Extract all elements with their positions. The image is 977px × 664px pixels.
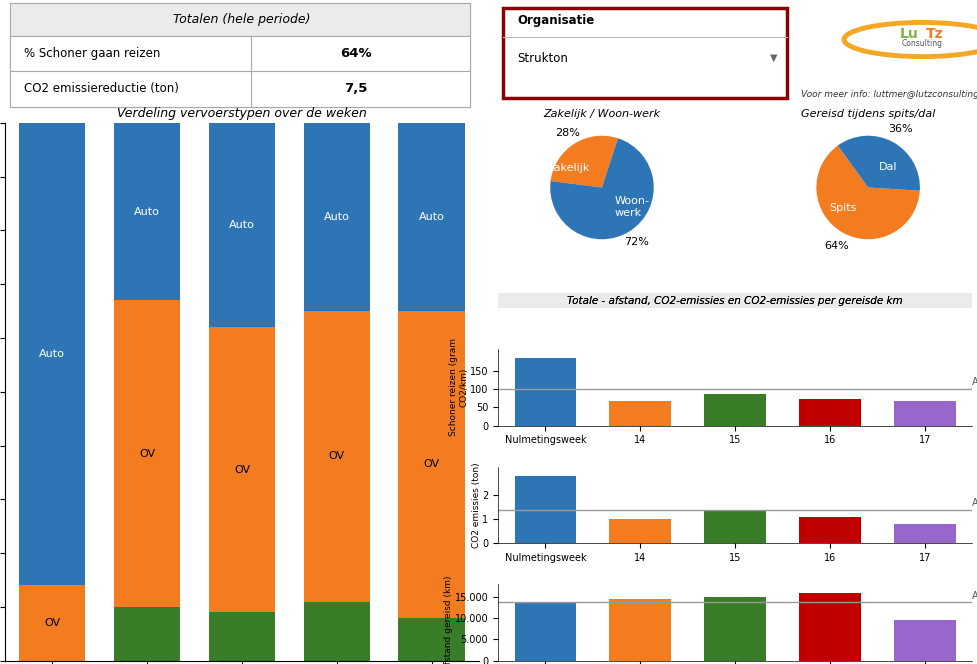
- Bar: [209, 123, 276, 327]
- Wedge shape: [551, 135, 618, 187]
- Bar: [894, 620, 956, 661]
- Bar: [704, 597, 766, 661]
- Bar: [209, 612, 276, 661]
- Bar: [399, 618, 465, 661]
- Bar: [799, 399, 861, 426]
- Bar: [20, 586, 86, 661]
- Text: Average: Average: [972, 377, 977, 387]
- Bar: [304, 311, 370, 602]
- Text: Auto: Auto: [134, 207, 160, 216]
- Text: Organisatie: Organisatie: [517, 15, 594, 27]
- Text: Tz: Tz: [926, 27, 944, 41]
- Title: Zakelijk / Woon-werk: Zakelijk / Woon-werk: [543, 110, 660, 120]
- Bar: [704, 394, 766, 426]
- Bar: [894, 524, 956, 543]
- Bar: [10, 37, 470, 70]
- Bar: [894, 401, 956, 426]
- Text: Strukton: Strukton: [517, 52, 568, 64]
- Bar: [799, 517, 861, 543]
- Bar: [10, 3, 470, 37]
- Y-axis label: Schoner reizen (gram
CO2/km): Schoner reizen (gram CO2/km): [449, 339, 468, 436]
- Bar: [704, 511, 766, 543]
- Text: 72%: 72%: [624, 237, 649, 247]
- Bar: [515, 476, 576, 543]
- Text: OV: OV: [328, 452, 345, 461]
- Text: Auto: Auto: [323, 212, 350, 222]
- Text: Average: Average: [972, 499, 977, 509]
- Wedge shape: [837, 135, 920, 191]
- Text: 64%: 64%: [824, 240, 849, 250]
- Bar: [399, 123, 465, 311]
- Text: 64%: 64%: [340, 47, 371, 60]
- Text: Totalen (hele periode): Totalen (hele periode): [173, 13, 311, 27]
- Text: Lu: Lu: [900, 27, 918, 41]
- Text: CO2 emissiereductie (ton): CO2 emissiereductie (ton): [23, 82, 179, 95]
- Title: Verdeling vervoerstypen over de weken: Verdeling vervoerstypen over de weken: [117, 108, 366, 120]
- Text: Auto: Auto: [419, 212, 445, 222]
- Bar: [209, 327, 276, 612]
- Text: Voor meer info: luttmer@lutzconsulting.nl: Voor meer info: luttmer@lutzconsulting.n…: [801, 90, 977, 99]
- Text: Auto: Auto: [39, 349, 65, 359]
- Bar: [399, 311, 465, 618]
- Circle shape: [844, 23, 977, 56]
- Bar: [304, 123, 370, 311]
- Text: Dal: Dal: [879, 162, 898, 172]
- Text: OV: OV: [44, 618, 61, 628]
- Text: Totale - afstand, CO2-emissies en CO2-emissies per gereisde km: Totale - afstand, CO2-emissies en CO2-em…: [568, 295, 903, 305]
- Text: 7,5: 7,5: [344, 82, 367, 95]
- Bar: [10, 70, 470, 107]
- Text: Totale - afstand, CO2-emissies en CO2-emissies per gereisde km: Totale - afstand, CO2-emissies en CO2-em…: [568, 295, 903, 305]
- Bar: [610, 519, 671, 543]
- Wedge shape: [817, 145, 919, 239]
- Text: Consulting: Consulting: [902, 39, 943, 48]
- Text: Average: Average: [972, 591, 977, 601]
- Title: Gereisd tijdens spits/dal: Gereisd tijdens spits/dal: [801, 110, 935, 120]
- Bar: [503, 9, 787, 98]
- Bar: [610, 401, 671, 426]
- Y-axis label: CO2 emissies (ton): CO2 emissies (ton): [472, 462, 481, 548]
- Text: Woon-
werk: Woon- werk: [615, 197, 650, 218]
- Text: OV: OV: [234, 465, 250, 475]
- Bar: [515, 604, 576, 661]
- Bar: [515, 358, 576, 426]
- Text: Auto: Auto: [229, 220, 255, 230]
- Text: % Schoner gaan reizen: % Schoner gaan reizen: [23, 47, 160, 60]
- Bar: [20, 123, 86, 586]
- Text: ▼: ▼: [770, 53, 778, 63]
- Bar: [114, 123, 181, 300]
- Bar: [799, 593, 861, 661]
- Bar: [114, 607, 181, 661]
- Bar: [304, 602, 370, 661]
- Bar: [114, 300, 181, 607]
- Text: Zakelijk: Zakelijk: [546, 163, 589, 173]
- Bar: [610, 599, 671, 661]
- Text: 28%: 28%: [555, 128, 579, 138]
- Text: OV: OV: [424, 459, 440, 469]
- Text: OV: OV: [139, 449, 155, 459]
- Y-axis label: Afstand gereisd (km): Afstand gereisd (km): [445, 575, 453, 664]
- Text: Spits: Spits: [829, 203, 857, 213]
- Text: 36%: 36%: [888, 124, 913, 134]
- Wedge shape: [550, 138, 654, 239]
